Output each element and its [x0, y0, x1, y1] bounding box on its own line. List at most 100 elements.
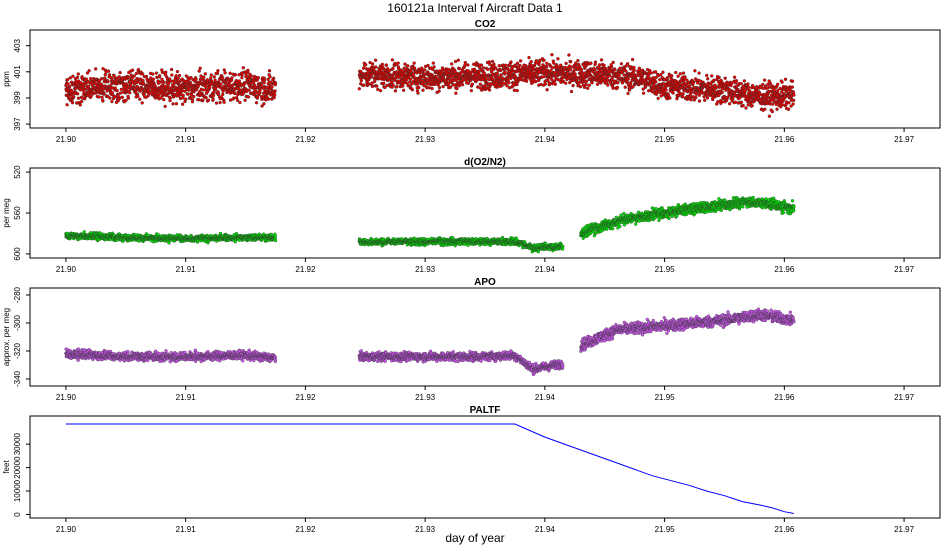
data-point: [692, 98, 696, 102]
x-tick-label: 21.92: [295, 265, 316, 274]
data-point: [380, 62, 385, 67]
data-point: [140, 72, 145, 76]
data-point: [527, 55, 531, 60]
data-point: [112, 74, 116, 78]
data-point: [615, 85, 620, 90]
data-point: [477, 70, 481, 75]
data-point: [776, 82, 780, 86]
data-point: [641, 87, 645, 91]
data-point: [254, 101, 259, 105]
data-point: [235, 98, 240, 102]
data-point: [625, 80, 630, 84]
data-point: [401, 84, 405, 88]
data-point: [382, 81, 386, 85]
data-point: [233, 91, 237, 96]
data-point: [790, 85, 794, 89]
data-point: [144, 74, 149, 79]
x-tick-label: 21.93: [415, 265, 436, 274]
data-point: [214, 87, 218, 91]
data-point: [204, 85, 208, 89]
figure-title: 160121a Interval f Aircraft Data 1: [387, 1, 563, 15]
data-point: [187, 86, 191, 90]
data-point: [192, 94, 196, 99]
data-point: [198, 89, 202, 94]
data-point: [478, 86, 482, 90]
data-point: [233, 73, 238, 77]
data-point: [586, 86, 590, 90]
data-point: [490, 59, 495, 64]
data-point: [384, 63, 389, 67]
data-point: [767, 114, 772, 118]
data-point: [220, 76, 225, 80]
data-point: [219, 82, 223, 86]
data-point: [681, 92, 685, 96]
data-point: [151, 77, 156, 81]
data-point: [529, 59, 533, 64]
data-point: [505, 84, 509, 88]
data-point: [733, 100, 738, 104]
x-tick-label: 21.94: [535, 135, 556, 144]
data-point: [454, 91, 458, 95]
data-point: [772, 88, 777, 92]
data-point: [403, 62, 407, 66]
data-point: [361, 66, 366, 70]
data-point: [154, 71, 159, 75]
data-point: [571, 83, 575, 88]
data-point: [408, 77, 413, 81]
data-point: [742, 79, 747, 83]
data-point: [273, 89, 277, 93]
data-point: [632, 68, 636, 73]
data-point: [659, 73, 663, 77]
data-point: [780, 103, 785, 107]
data-point: [209, 73, 213, 77]
data-point: [623, 85, 627, 89]
y-tick-label: 403: [13, 38, 22, 52]
data-point: [741, 103, 745, 108]
data-point: [262, 102, 266, 106]
panel-title: CO2: [475, 19, 496, 30]
y-axis-label: per meg: [2, 198, 11, 227]
data-point: [587, 83, 591, 87]
data-point: [658, 78, 662, 82]
data-point: [608, 74, 612, 78]
data-point: [204, 96, 208, 100]
data-point: [461, 78, 465, 83]
data-point: [273, 238, 278, 243]
data-point: [376, 87, 380, 92]
data-point: [448, 85, 453, 89]
data-point: [641, 91, 646, 95]
data-point: [222, 100, 226, 104]
data-point: [524, 79, 529, 83]
data-point: [746, 103, 750, 107]
x-tick-label: 21.93: [415, 135, 436, 144]
data-point: [762, 78, 767, 82]
data-point: [482, 71, 486, 75]
data-point: [478, 82, 482, 86]
series-co2: [64, 53, 796, 118]
data-point: [775, 107, 779, 111]
data-point: [625, 62, 630, 66]
data-point: [720, 100, 724, 104]
data-point: [453, 59, 458, 64]
data-point: [434, 74, 438, 79]
data-point: [617, 74, 621, 78]
data-point: [216, 69, 220, 73]
data-point: [126, 96, 131, 100]
data-point: [393, 78, 397, 83]
data-point: [194, 77, 198, 82]
data-point: [466, 81, 471, 85]
data-point: [534, 79, 538, 84]
data-point: [457, 66, 462, 71]
x-tick-label: 21.91: [176, 135, 197, 144]
data-point: [518, 63, 522, 68]
data-point: [89, 76, 93, 81]
data-point: [140, 101, 144, 105]
data-point: [466, 69, 470, 73]
data-point: [783, 77, 788, 81]
data-point: [84, 77, 88, 81]
data-point: [72, 95, 76, 99]
data-point: [559, 63, 563, 67]
data-point: [70, 101, 75, 105]
data-point: [168, 96, 173, 100]
